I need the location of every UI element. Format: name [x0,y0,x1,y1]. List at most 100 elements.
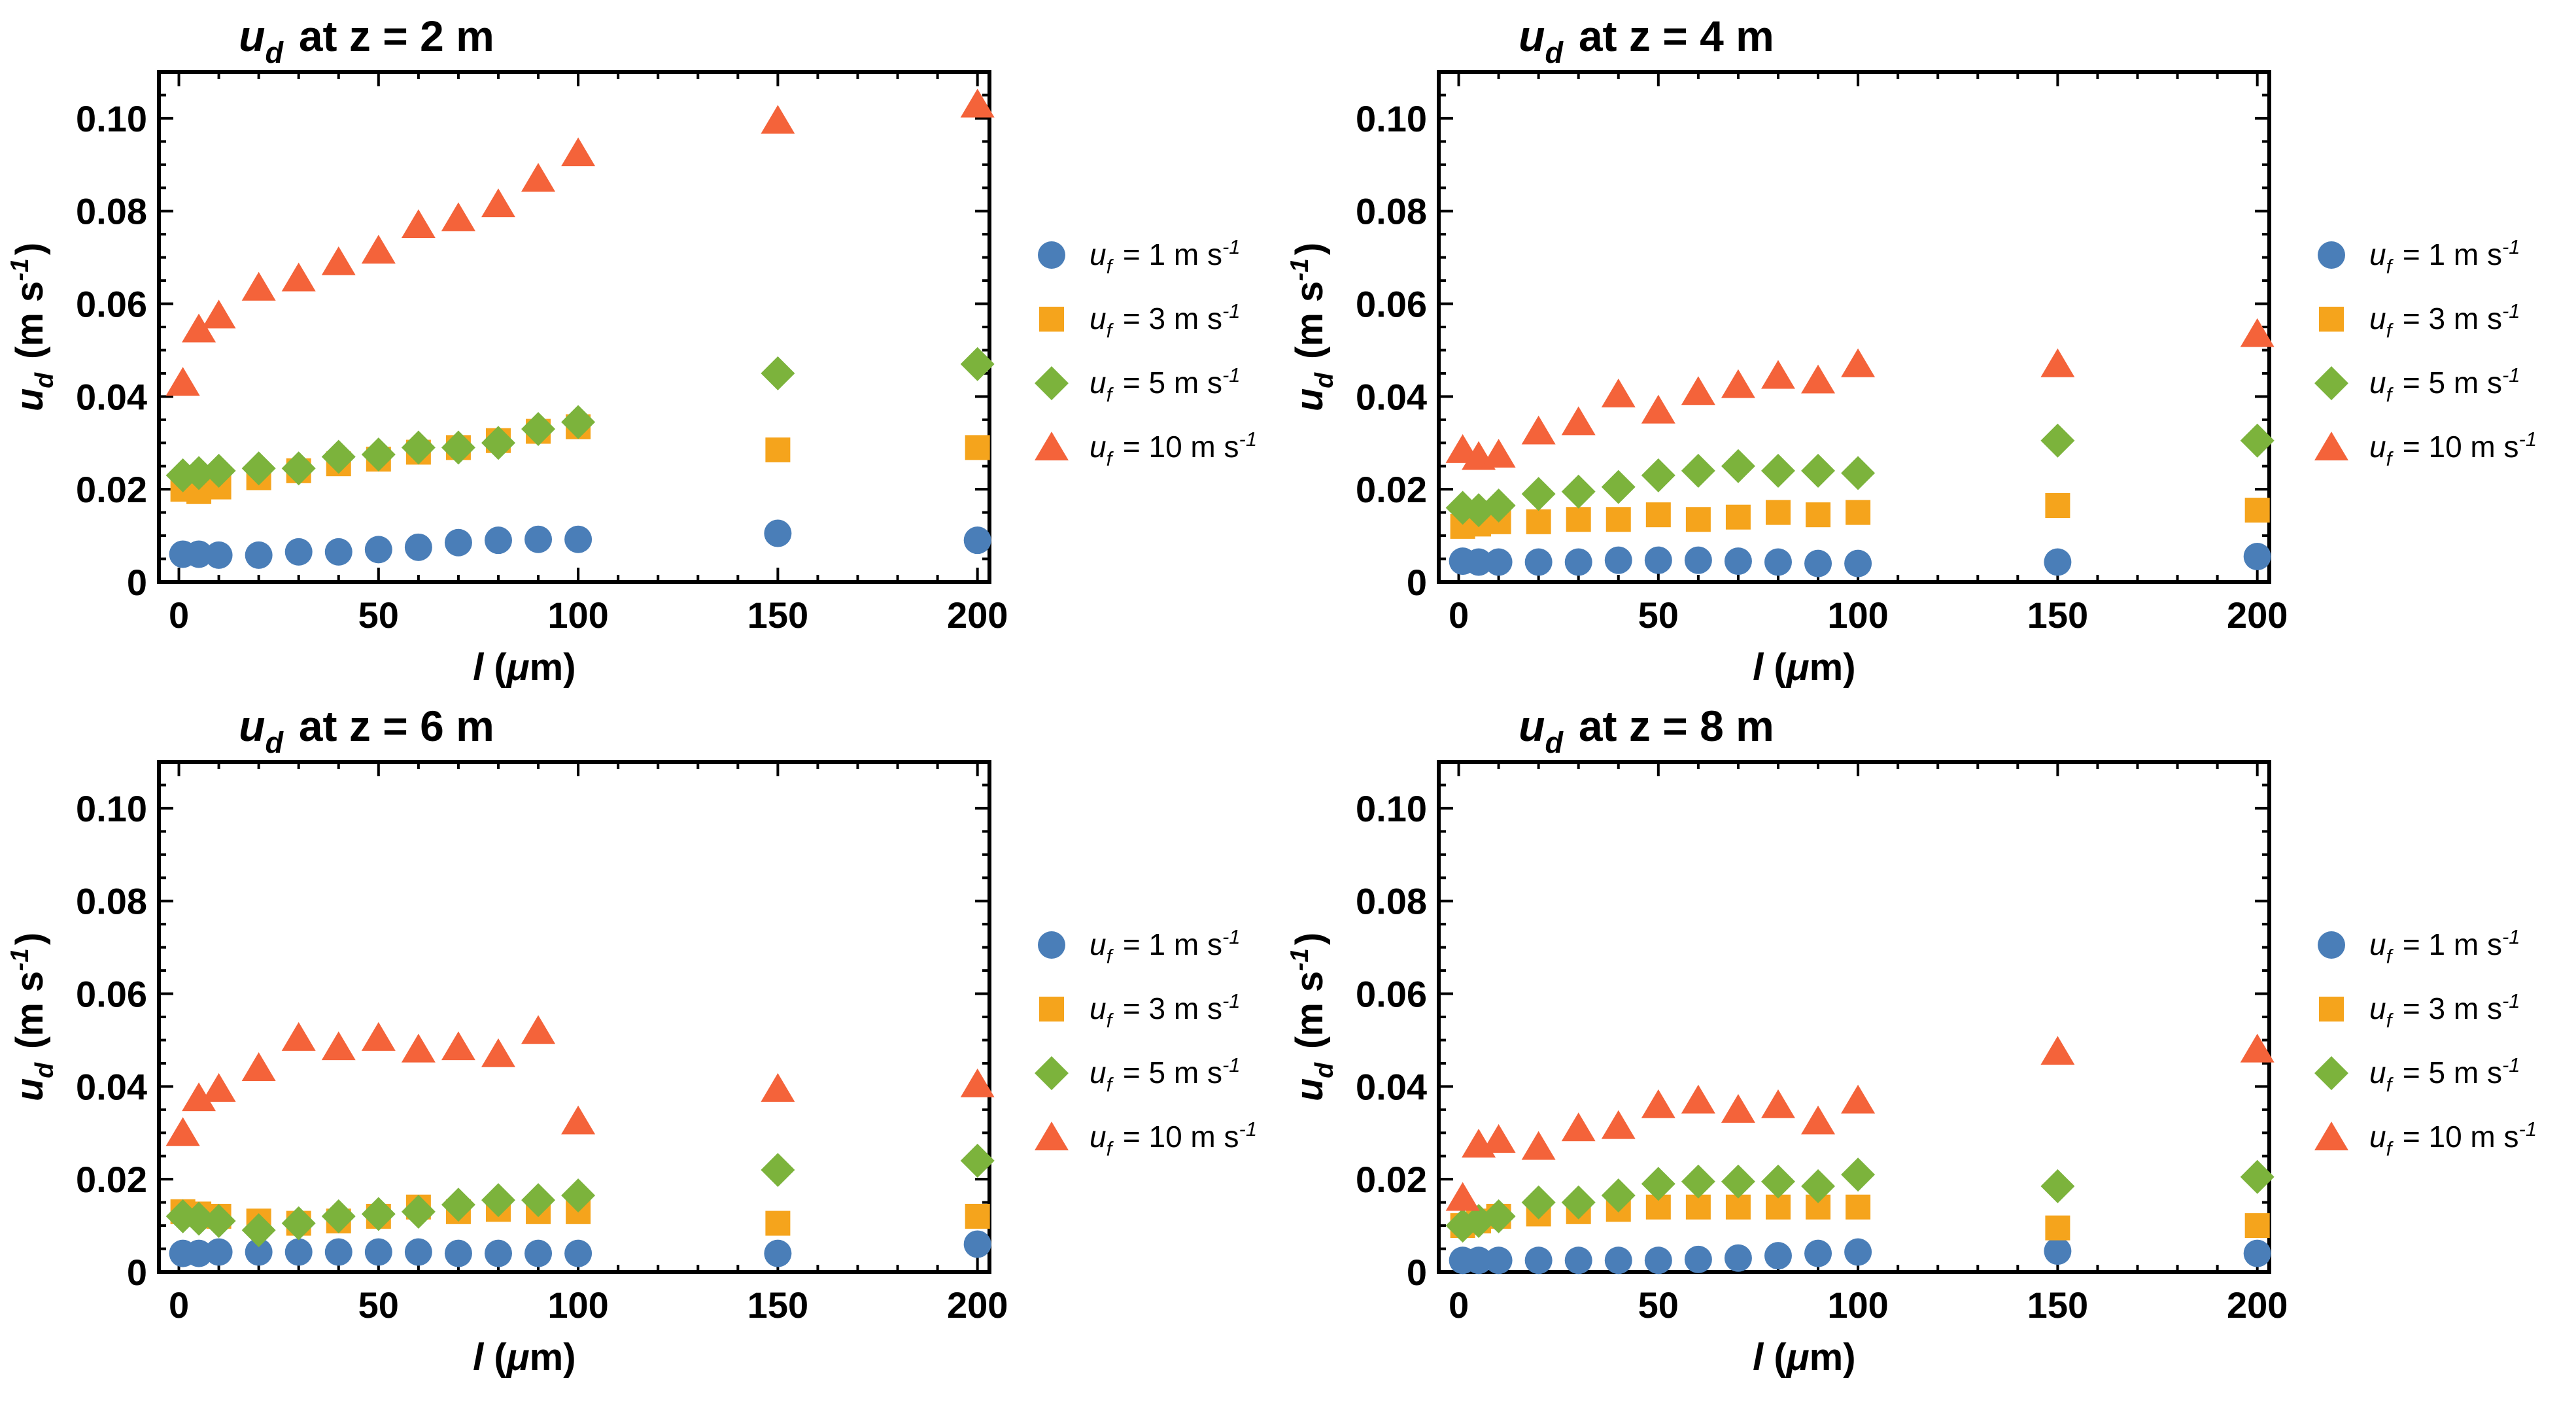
data-point [1760,360,1795,389]
y-tick-label: 0.02 [1356,1159,1427,1200]
data-point [1724,1244,1752,1272]
legend: uf = 1 m s-1 uf = 3 m s-1 uf = 5 m s-1 u… [2314,235,2539,470]
data-point [321,1031,356,1061]
data-point [281,1206,316,1241]
data-point [521,1183,556,1218]
x-tick-label: 200 [2227,1284,2288,1326]
x-tick-label: 150 [2027,1284,2088,1326]
data-point [521,412,556,446]
series-diamond [1445,423,2275,528]
data-point [1801,364,1836,394]
legend-marker-square [1039,307,1064,332]
data-point [1725,504,1751,530]
data-point [1806,502,1831,528]
data-point [1561,1112,1596,1142]
chart-panel: ud at z = 4 m 0 50 100 150 200 0 0.02 0.04 0.06 0.… [1286,12,2539,689]
data-point [2240,423,2275,458]
data-point [1601,470,1636,504]
data-point [324,1238,352,1266]
x-tick-label: 50 [358,594,399,636]
data-point [1561,474,1596,509]
data-point [1721,449,1755,483]
legend-marker-square [1039,997,1064,1022]
x-tick-label: 50 [1638,1284,1679,1326]
y-tick-label: 0.06 [1356,974,1427,1015]
data-point [1681,1164,1715,1199]
data-point [960,1143,995,1178]
data-point [764,1239,792,1267]
data-point [963,526,991,555]
data-point [1641,1089,1675,1118]
data-point [1485,548,1513,576]
chart-title: ud at z = 6 m [239,702,494,759]
data-point [1760,1164,1795,1199]
data-point [1601,1110,1636,1139]
data-point [2244,498,2270,523]
data-point [765,1211,791,1236]
data-point [2045,493,2070,518]
data-point [1684,1245,1712,1273]
x-tick-label: 200 [947,594,1008,636]
y-tick-label: 0.04 [76,376,147,417]
data-point [185,1239,213,1267]
data-point [2040,1036,2075,1065]
data-point [1760,453,1795,488]
chart-title: ud at z = 2 m [239,12,494,69]
data-point [1760,1089,1795,1118]
data-point [1481,439,1516,468]
legend-label: uf = 10 m s-1 [2369,428,2539,470]
data-point [444,528,472,557]
data-point [1844,549,1872,577]
data-point [561,405,596,439]
data-point [963,1230,991,1258]
chart-title: ud at z = 4 m [1519,12,1774,69]
data-point [321,246,356,275]
data-point [965,435,990,460]
data-point [324,538,352,566]
data-point [361,1197,396,1231]
y-tick-label: 0 [127,562,147,603]
data-point [1601,378,1636,407]
data-point [960,88,995,118]
legend-label: uf = 3 m s-1 [1090,989,1243,1032]
data-point [1801,453,1836,488]
legend-marker-triangle [2314,432,2348,460]
data-point [1801,1169,1836,1203]
data-point [1804,1239,1832,1267]
data-point [1841,1158,1876,1192]
legend-label: uf = 10 m s-1 [1090,428,1260,470]
series-square [1450,493,2270,539]
data-point [2240,318,2275,347]
data-point [1641,394,1675,424]
data-point [960,347,995,381]
legend-marker-square [2319,307,2344,332]
series-circle [169,1230,991,1267]
data-point [564,1239,592,1267]
x-tick-label: 200 [947,1284,1008,1326]
data-point [201,300,236,329]
data-point [1521,1131,1556,1160]
data-point [241,271,276,301]
legend-marker-triangle [1035,1122,1069,1150]
y-axis-label: ud (m s-1 ) [6,933,59,1101]
data-point [1601,1178,1636,1212]
data-point [182,313,216,343]
series-triangle [1445,318,2275,470]
data-point [281,262,316,292]
data-point [481,1038,515,1067]
data-point [481,426,515,460]
data-point [241,1052,276,1081]
data-point [1606,507,1631,532]
data-point [1485,1246,1513,1275]
y-tick-label: 0.02 [76,469,147,510]
data-point [165,367,200,396]
x-tick-label: 100 [547,1284,608,1326]
data-point [1645,502,1671,528]
legend-label: uf = 3 m s-1 [2369,989,2522,1032]
y-tick-label: 0 [127,1252,147,1293]
data-point [1524,1246,1553,1275]
y-tick-label: 0.06 [1356,284,1427,325]
legend-marker-triangle [1035,432,1069,460]
chart-title: ud at z = 8 m [1519,702,1774,759]
